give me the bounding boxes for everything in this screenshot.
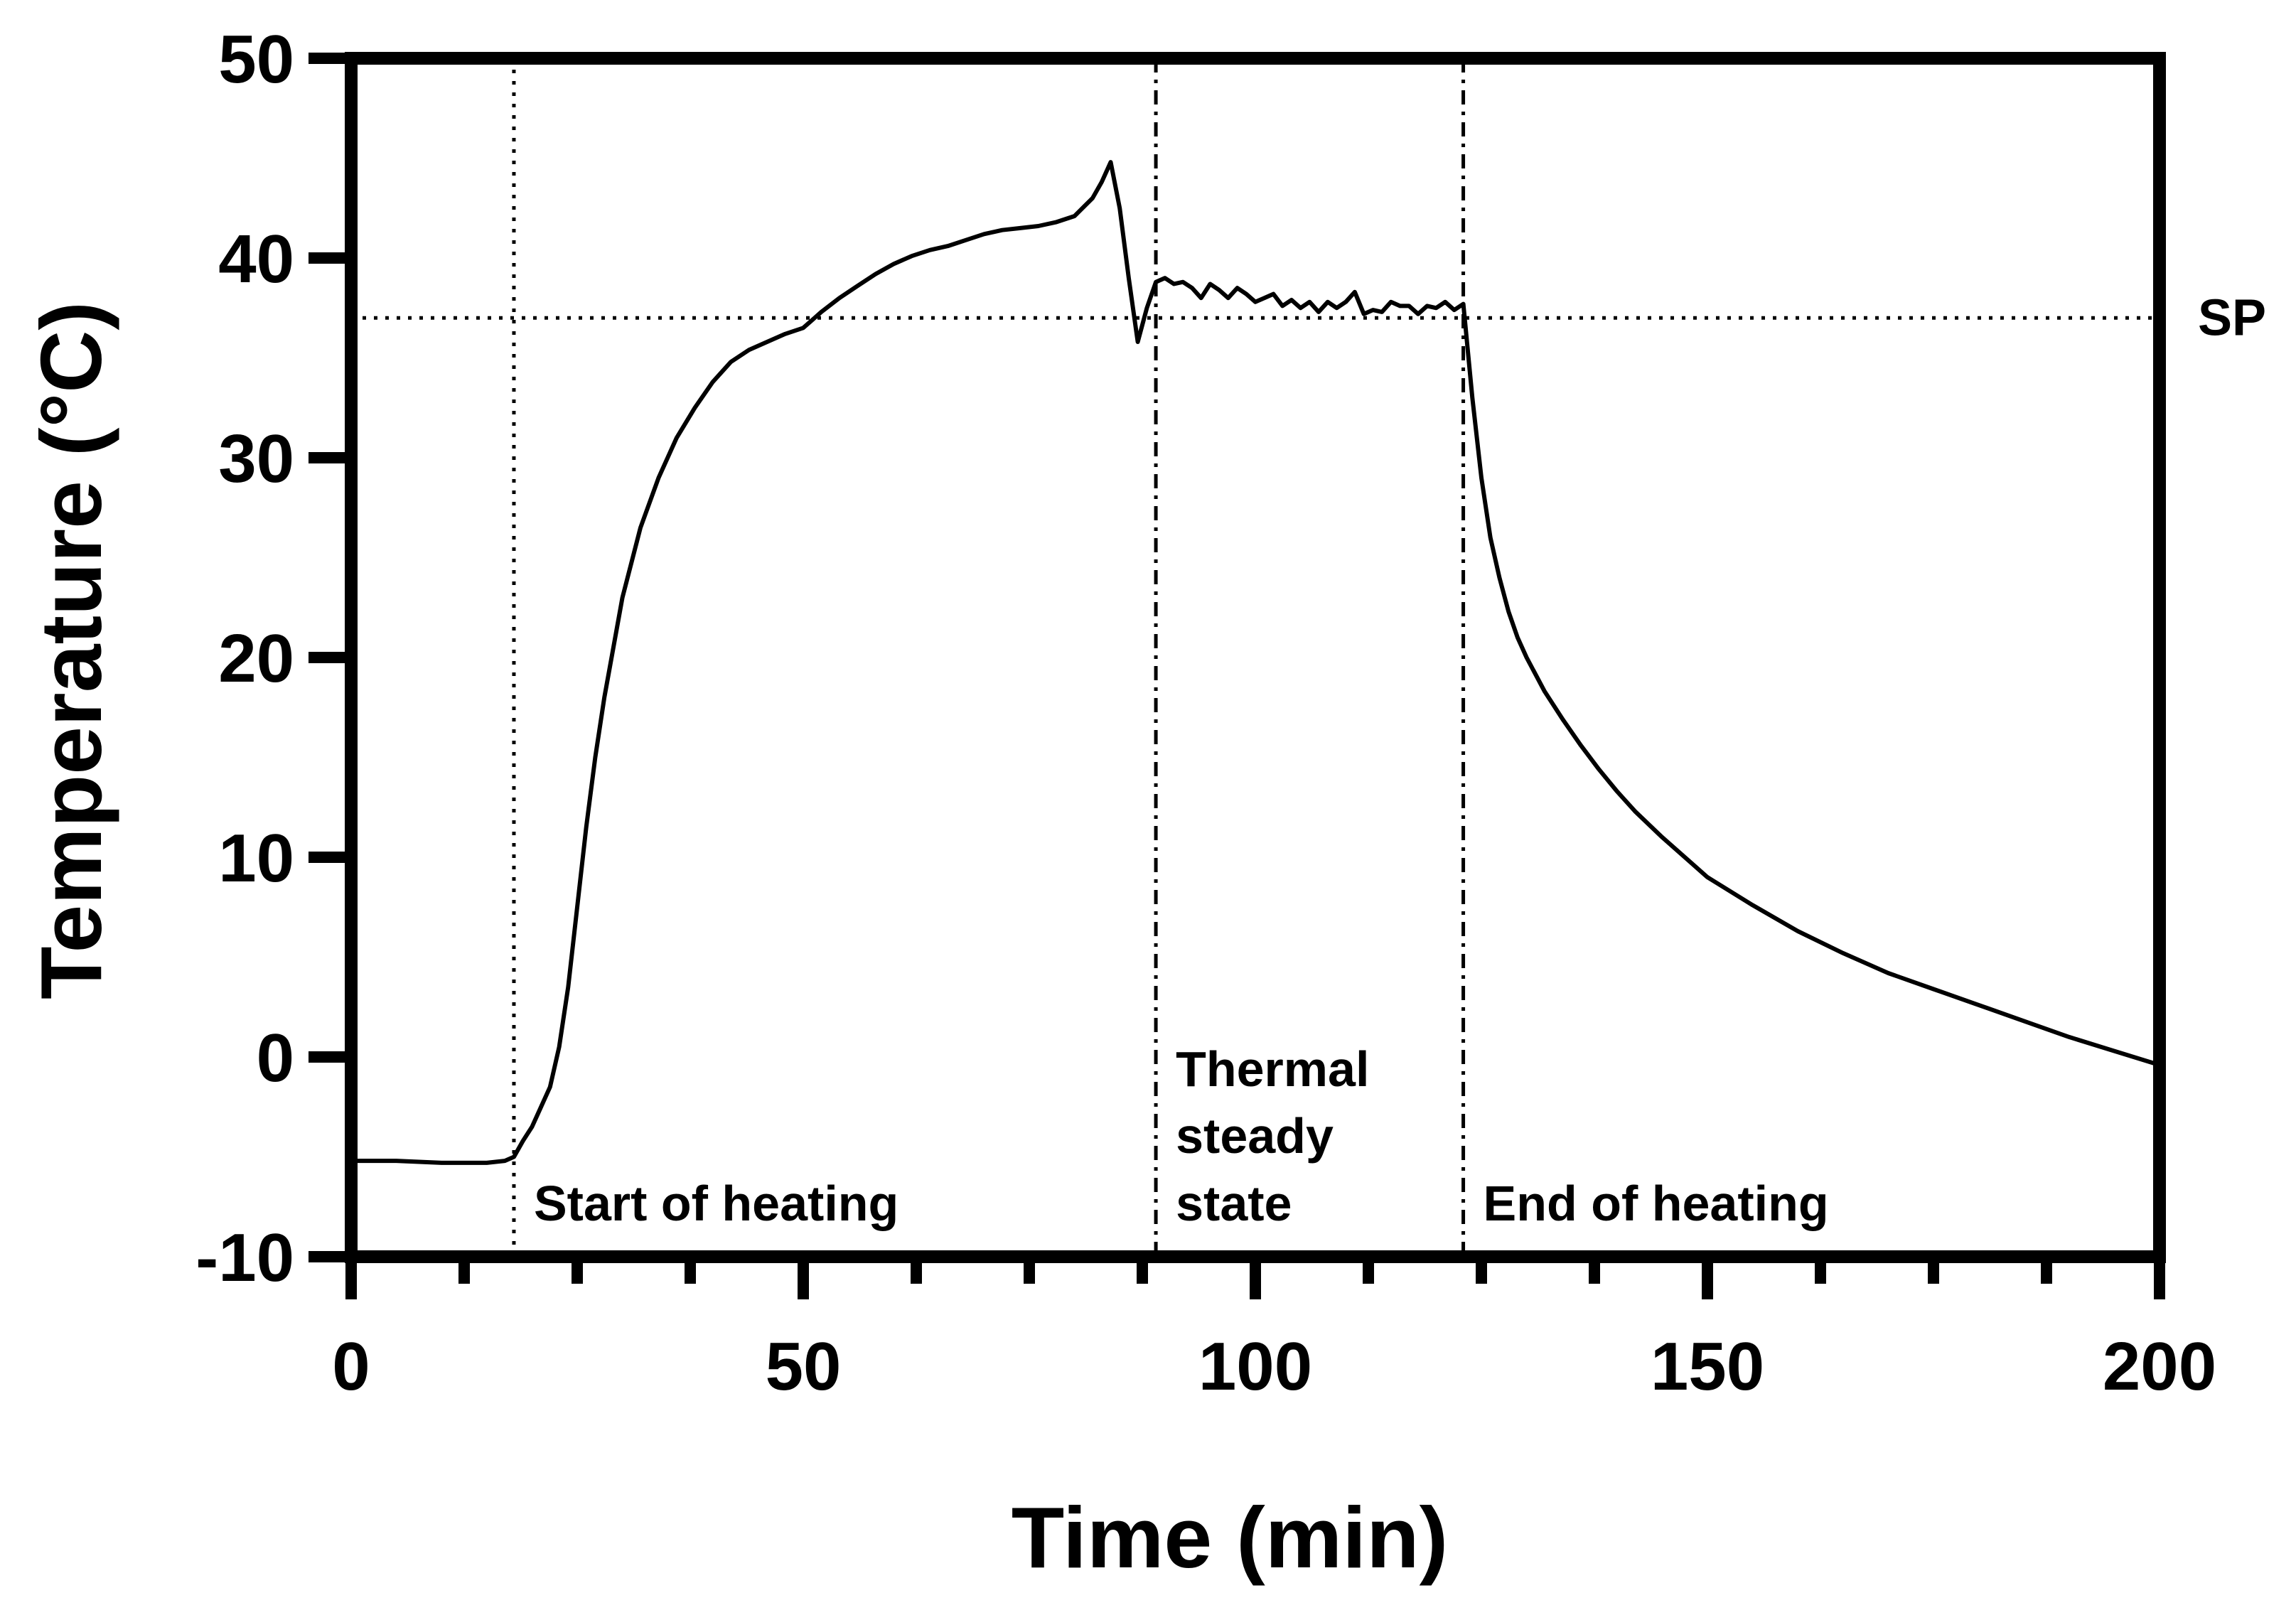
x-axis-title: Time (min) [1012, 1489, 1449, 1586]
x-tick-label: 200 [2103, 1329, 2216, 1405]
y-axis: -10 0 10 20 30 40 50 [195, 21, 351, 1296]
y-tick-label: 30 [218, 421, 294, 497]
y-tick-label: 20 [218, 621, 294, 697]
phase-annotation: steady [1176, 1108, 1334, 1164]
phase-annotation: state [1176, 1176, 1292, 1231]
y-tick-label: 10 [218, 820, 294, 896]
y-tick-label: 40 [218, 221, 294, 297]
x-tick-label: 0 [332, 1329, 370, 1405]
y-tick-label: 50 [218, 21, 294, 97]
x-axis: 0 50 100 150 200 [332, 1257, 2216, 1405]
setpoint-label: SP [2198, 289, 2266, 346]
annotations: Start of heating Thermal steady state End of… [534, 1041, 1829, 1231]
y-axis-title: Temperature (°C) [23, 301, 119, 999]
x-tick-label: 100 [1198, 1329, 1312, 1405]
x-tick-label: 150 [1651, 1329, 1764, 1405]
phase-annotation: Start of heating [534, 1176, 898, 1231]
y-tick-label: -10 [195, 1220, 294, 1296]
x-tick-label: 50 [766, 1329, 842, 1405]
phase-markers: SP [351, 58, 2266, 1257]
series-layer [349, 160, 2162, 1165]
phase-annotation: Thermal [1176, 1041, 1369, 1097]
phase-annotation: End of heating [1484, 1176, 1829, 1231]
temperature-series-line [349, 160, 2162, 1165]
y-tick-label: 0 [257, 1020, 294, 1096]
